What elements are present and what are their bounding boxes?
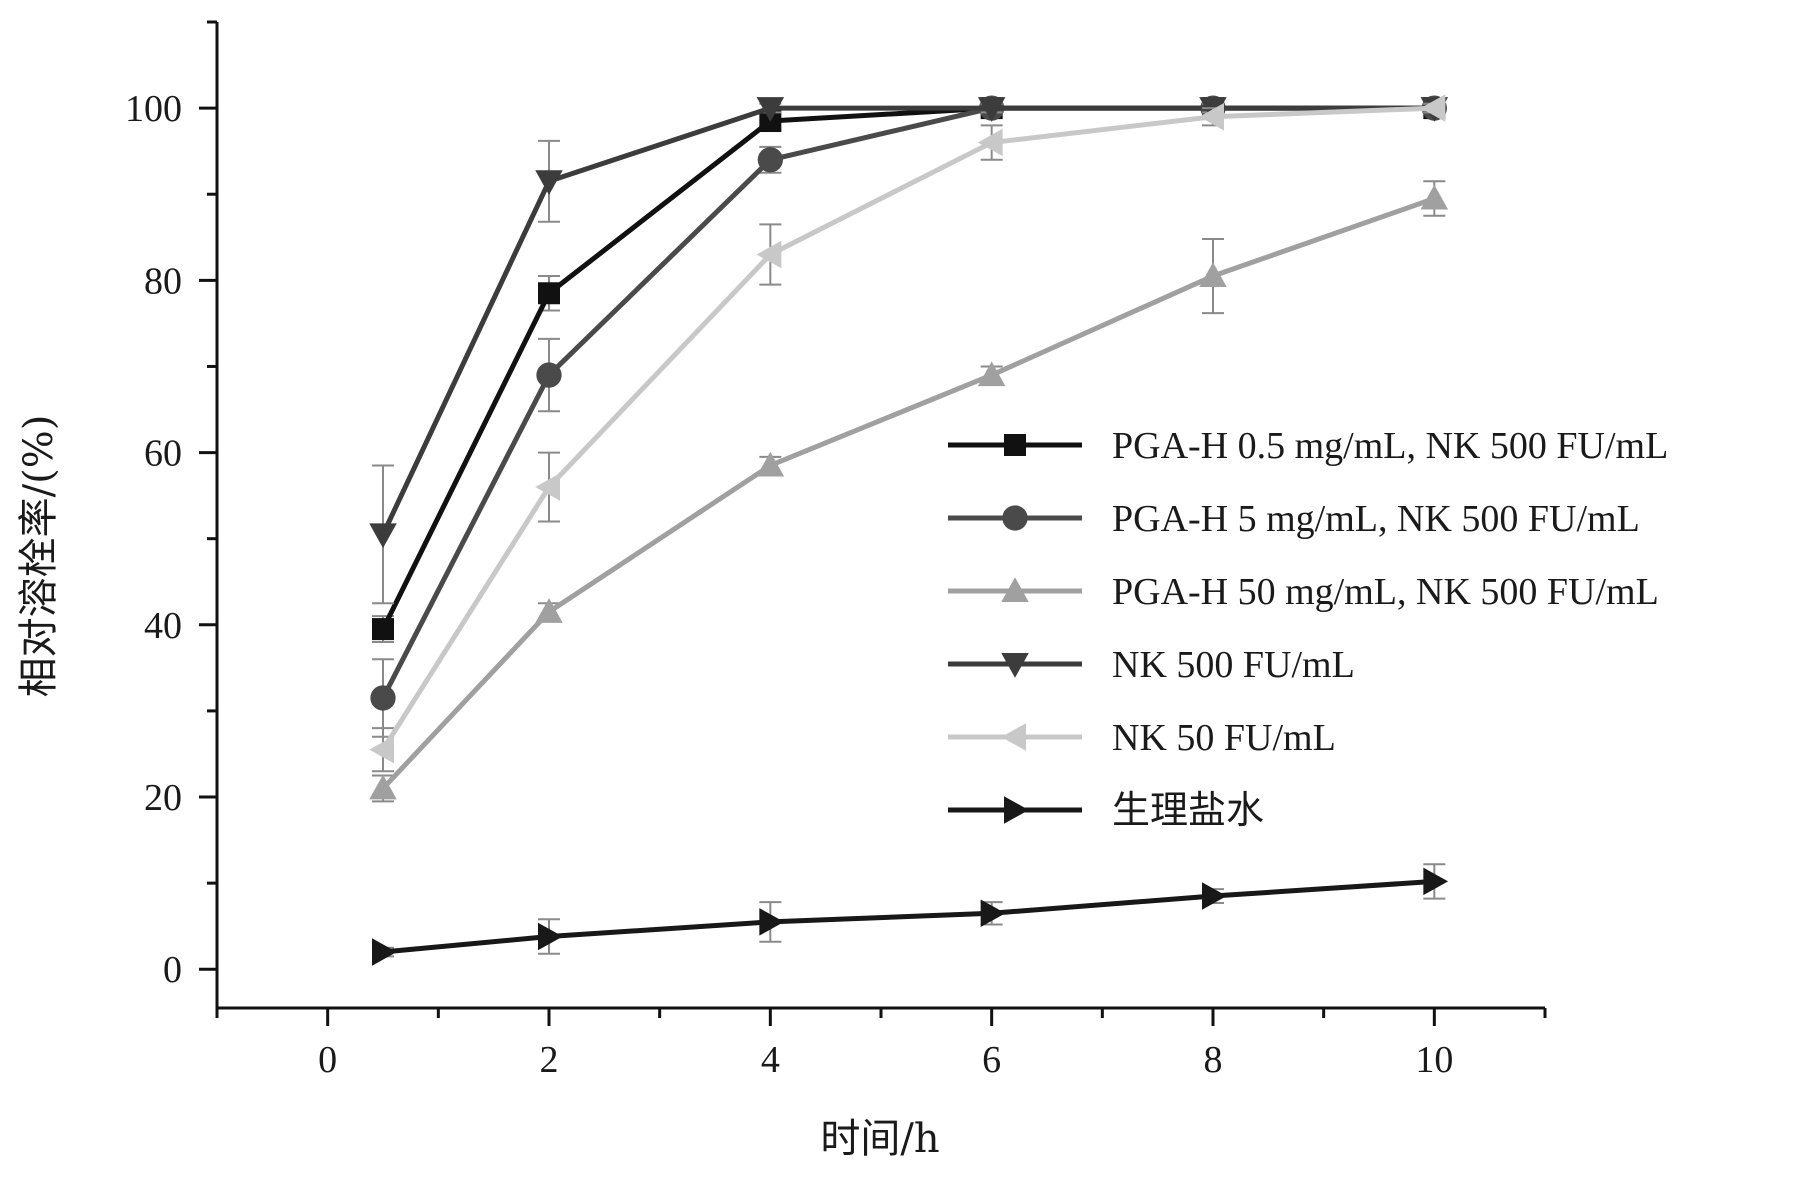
y-tick-label: 100 xyxy=(125,88,182,130)
series-3 xyxy=(369,180,1449,803)
data-point xyxy=(1202,882,1227,910)
data-point xyxy=(977,97,1006,122)
series-line xyxy=(380,105,1435,751)
data-point xyxy=(538,922,563,951)
data-point xyxy=(756,97,785,122)
data-point xyxy=(1420,94,1446,122)
x-tick-label: 8 xyxy=(1204,1039,1223,1081)
series-6 xyxy=(372,863,1449,966)
legend-marker xyxy=(1004,796,1029,824)
legend-label: NK 50 FU/mL xyxy=(1112,717,1336,759)
data-point xyxy=(980,899,1006,928)
data-point xyxy=(369,774,397,800)
data-point xyxy=(372,618,394,641)
data-point xyxy=(372,938,397,966)
y-tick-label: 60 xyxy=(144,433,182,475)
data-point xyxy=(535,170,563,196)
x-tick-label: 10 xyxy=(1415,1039,1453,1081)
data-point xyxy=(1423,867,1449,896)
y-tick-label: 40 xyxy=(144,605,182,647)
legend-item: PGA-H 50 mg/mL, NK 500 FU/mL xyxy=(948,571,1659,613)
x-tick-label: 0 xyxy=(318,1039,337,1081)
legend-item: PGA-H 0.5 mg/mL, NK 500 FU/mL xyxy=(948,425,1668,467)
legend-label: NK 500 FU/mL xyxy=(1112,644,1355,686)
x-tick-label: 6 xyxy=(982,1039,1001,1081)
legend-label: PGA-H 50 mg/mL, NK 500 FU/mL xyxy=(1112,571,1659,613)
x-tick-label: 4 xyxy=(761,1039,780,1081)
series-line xyxy=(381,196,1436,791)
series-group xyxy=(369,94,1449,966)
series-line xyxy=(380,105,1435,536)
legend-marker xyxy=(1004,434,1026,456)
legend-label: PGA-H 5 mg/mL, NK 500 FU/mL xyxy=(1112,498,1640,540)
data-point xyxy=(757,147,783,173)
legend-label: 生理盐水 xyxy=(1112,790,1264,832)
data-point xyxy=(1420,184,1449,210)
legend-marker xyxy=(1001,723,1026,751)
legend-label: PGA-H 0.5 mg/mL, NK 500 FU/mL xyxy=(1112,425,1668,467)
data-point xyxy=(369,523,397,549)
data-point xyxy=(977,361,1006,387)
series-line xyxy=(382,878,1435,955)
data-point xyxy=(1199,102,1224,131)
data-point xyxy=(538,282,560,305)
legend-item: 生理盐水 xyxy=(948,790,1264,832)
series-2 xyxy=(370,95,1447,738)
data-point xyxy=(756,240,782,269)
data-point xyxy=(977,128,1003,157)
legend-item: PGA-H 5 mg/mL, NK 500 FU/mL xyxy=(948,498,1640,540)
data-point xyxy=(369,735,394,764)
y-tick-label: 20 xyxy=(144,777,182,819)
data-point xyxy=(535,473,560,501)
legend-marker xyxy=(1002,505,1028,531)
data-point xyxy=(370,685,396,711)
y-axis-title: 相对溶栓率/(%) xyxy=(16,415,62,698)
legend-marker xyxy=(1001,577,1029,602)
data-point xyxy=(535,598,563,623)
series-1 xyxy=(372,97,1446,644)
series-5 xyxy=(369,94,1446,773)
legend-item: NK 50 FU/mL xyxy=(948,717,1336,759)
x-axis-title: 时间/h xyxy=(820,1116,939,1162)
data-point xyxy=(536,362,562,388)
data-point xyxy=(756,451,785,477)
data-point xyxy=(1199,262,1227,288)
legend-item: NK 500 FU/mL xyxy=(948,644,1355,686)
y-tick-label: 0 xyxy=(163,949,182,991)
series-4 xyxy=(369,97,1449,605)
legend-marker xyxy=(1001,653,1029,678)
legend: PGA-H 0.5 mg/mL, NK 500 FU/mL PGA-H 5 mg/… xyxy=(948,425,1668,832)
data-point xyxy=(759,908,785,936)
y-tick-label: 80 xyxy=(144,260,182,302)
x-tick-label: 2 xyxy=(540,1039,559,1081)
